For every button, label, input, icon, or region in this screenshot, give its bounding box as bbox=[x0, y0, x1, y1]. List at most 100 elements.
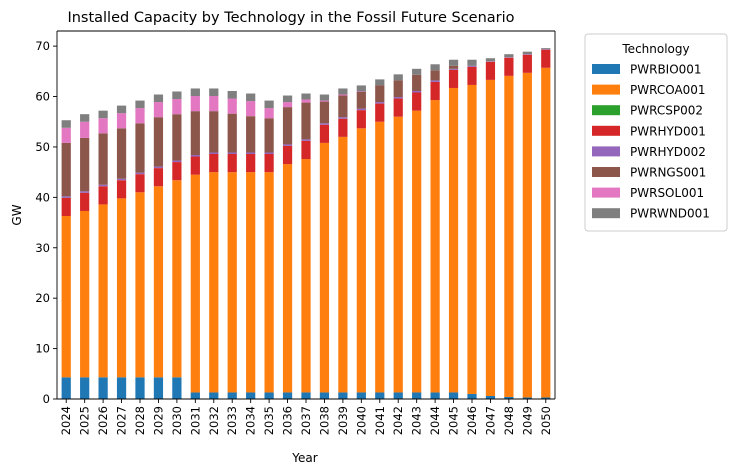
bar-pwrcoa001-2024 bbox=[61, 216, 71, 378]
bar-pwrwnd001-2035 bbox=[264, 100, 274, 109]
bar-pwrhyd001-2029 bbox=[153, 168, 164, 187]
bar-pwrsol001-2030 bbox=[172, 99, 182, 115]
x-tick-label-2039: 2039 bbox=[336, 406, 350, 435]
bar-pwrwnd001-2049 bbox=[522, 51, 532, 55]
x-tick-label-2037: 2037 bbox=[299, 406, 313, 435]
legend-label-pwrhyd001: PWRHYD001 bbox=[630, 124, 706, 138]
bar-pwrhyd002-2029 bbox=[153, 166, 164, 169]
bar-pwrngs001-2027 bbox=[116, 128, 127, 179]
bar-pwrsol001-2039 bbox=[338, 94, 348, 96]
legend-label-pwrwnd001: PWRWND001 bbox=[630, 207, 710, 221]
bar-pwrcoa001-2035 bbox=[264, 172, 274, 393]
bar-pwrhyd002-2043 bbox=[412, 90, 422, 93]
bar-pwrbio001-2034 bbox=[246, 392, 256, 399]
bar-pwrbio001-2050 bbox=[541, 397, 551, 399]
bar-pwrhyd002-2033 bbox=[227, 152, 237, 154]
bar-pwrcoa001-2049 bbox=[522, 72, 532, 398]
bar-pwrhyd002-2039 bbox=[338, 117, 348, 119]
bar-pwrwnd001-2036 bbox=[282, 95, 293, 103]
bar-pwrbio001-2038 bbox=[319, 392, 330, 399]
bar-pwrhyd002-2034 bbox=[246, 152, 256, 154]
bar-pwrhyd001-2034 bbox=[246, 154, 256, 173]
bar-pwrhyd001-2042 bbox=[393, 98, 403, 117]
bar-pwrcoa001-2027 bbox=[116, 198, 127, 378]
bar-pwrcoa001-2034 bbox=[246, 172, 256, 393]
bar-pwrwnd001-2039 bbox=[338, 88, 348, 95]
bar-pwrcoa001-2050 bbox=[541, 67, 551, 398]
bar-pwrngs001-2043 bbox=[412, 74, 422, 91]
bar-pwrngs001-2032 bbox=[209, 111, 219, 153]
bar-pwrwnd001-2047 bbox=[485, 58, 496, 62]
bar-pwrhyd001-2048 bbox=[504, 57, 514, 76]
bar-pwrhyd001-2039 bbox=[338, 118, 348, 137]
bar-pwrbio001-2039 bbox=[338, 392, 348, 399]
bar-pwrsol001-2038 bbox=[319, 100, 330, 102]
bar-pwrcoa001-2044 bbox=[430, 100, 440, 393]
legend-swatch-pwrhyd002 bbox=[592, 146, 620, 157]
bar-pwrbio001-2049 bbox=[522, 397, 532, 399]
bar-pwrbio001-2035 bbox=[264, 392, 274, 399]
bar-pwrhyd001-2032 bbox=[209, 154, 219, 173]
legend-title: Technology bbox=[621, 42, 689, 56]
bar-pwrbio001-2027 bbox=[116, 377, 127, 399]
bar-pwrhyd002-2035 bbox=[264, 152, 274, 154]
legend-label-pwrcoa001: PWRCOA001 bbox=[630, 83, 706, 97]
bar-pwrwnd001-2024 bbox=[61, 120, 71, 128]
bar-pwrcoa001-2029 bbox=[153, 186, 164, 378]
bar-pwrhyd002-2050 bbox=[541, 49, 551, 50]
legend-swatch-pwrhyd001 bbox=[592, 125, 620, 136]
x-tick-label-2026: 2026 bbox=[96, 406, 110, 435]
x-tick-label-2033: 2033 bbox=[225, 406, 239, 435]
bar-pwrhyd002-2024 bbox=[61, 196, 71, 198]
x-tick-label-2050: 2050 bbox=[539, 406, 553, 435]
bar-pwrhyd001-2045 bbox=[448, 69, 459, 88]
bar-pwrhyd001-2035 bbox=[264, 154, 274, 173]
x-tick-label-2048: 2048 bbox=[502, 406, 516, 435]
bar-pwrhyd001-2047 bbox=[485, 61, 496, 80]
bar-pwrbio001-2033 bbox=[227, 392, 237, 399]
bar-pwrwnd001-2038 bbox=[319, 94, 330, 101]
bar-pwrsol001-2037 bbox=[301, 99, 311, 103]
bar-pwrwnd001-2030 bbox=[172, 91, 182, 100]
bar-pwrwnd001-2048 bbox=[504, 54, 514, 58]
legend-label-pwrhyd002: PWRHYD002 bbox=[630, 145, 706, 159]
bar-pwrwnd001-2028 bbox=[135, 100, 145, 109]
bar-pwrwnd001-2037 bbox=[301, 93, 311, 100]
y-axis-label: GW bbox=[10, 204, 24, 225]
legend-swatch-pwrcsp002 bbox=[592, 105, 620, 116]
bar-pwrhyd002-2038 bbox=[319, 123, 330, 125]
y-tick-label-0: 0 bbox=[43, 392, 50, 406]
x-tick-label-2046: 2046 bbox=[465, 406, 479, 435]
x-tick-label-2040: 2040 bbox=[354, 406, 368, 435]
legend-swatch-pwrngs001 bbox=[592, 167, 620, 177]
bar-pwrbio001-2043 bbox=[412, 392, 422, 399]
bar-pwrngs001-2033 bbox=[227, 113, 237, 153]
legend-label-pwrngs001: PWRNGS001 bbox=[630, 166, 706, 180]
y-tick-label-60: 60 bbox=[35, 90, 50, 104]
bar-pwrsol001-2032 bbox=[209, 96, 219, 112]
x-tick-label-2038: 2038 bbox=[317, 406, 331, 435]
bar-pwrngs001-2025 bbox=[80, 137, 90, 192]
x-tick-label-2027: 2027 bbox=[115, 406, 129, 435]
bar-pwrbio001-2025 bbox=[80, 377, 90, 399]
bar-pwrsol001-2035 bbox=[264, 108, 274, 119]
bar-pwrngs001-2038 bbox=[319, 101, 330, 124]
bar-pwrbio001-2026 bbox=[98, 377, 108, 399]
bar-pwrngs001-2029 bbox=[153, 117, 164, 167]
bar-pwrbio001-2031 bbox=[190, 392, 200, 399]
x-tick-label-2028: 2028 bbox=[133, 406, 147, 435]
bar-pwrsol001-2033 bbox=[227, 98, 237, 114]
bar-pwrhyd001-2043 bbox=[412, 92, 422, 111]
bar-pwrsol001-2027 bbox=[116, 113, 127, 129]
bar-pwrhyd002-2031 bbox=[190, 155, 200, 157]
x-tick-label-2041: 2041 bbox=[373, 406, 387, 435]
bar-pwrcoa001-2037 bbox=[301, 159, 311, 393]
bar-pwrngs001-2037 bbox=[301, 102, 311, 140]
chart-title: Installed Capacity by Technology in the … bbox=[67, 10, 514, 26]
bar-pwrcoa001-2040 bbox=[356, 128, 366, 393]
bar-pwrhyd002-2046 bbox=[467, 65, 477, 67]
bar-pwrcoa001-2038 bbox=[319, 142, 330, 393]
bar-pwrhyd002-2026 bbox=[98, 184, 108, 187]
bar-pwrbio001-2040 bbox=[356, 392, 366, 399]
